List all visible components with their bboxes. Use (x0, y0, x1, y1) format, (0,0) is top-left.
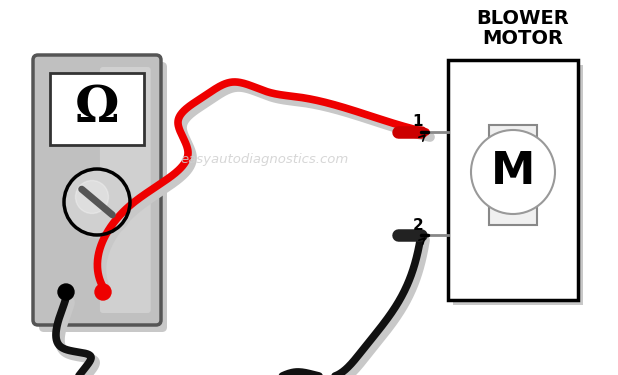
Bar (453, 65, 583, 305)
Text: easyautodiagnostics.com: easyautodiagnostics.com (181, 153, 349, 166)
Circle shape (67, 172, 133, 238)
Circle shape (75, 180, 109, 213)
Circle shape (471, 130, 555, 214)
Text: 2: 2 (413, 217, 423, 232)
Circle shape (58, 284, 74, 300)
Text: BLOWER: BLOWER (476, 9, 569, 27)
FancyBboxPatch shape (39, 62, 167, 332)
Bar (489, 125, 537, 225)
FancyBboxPatch shape (100, 67, 151, 313)
Text: MOTOR: MOTOR (483, 28, 564, 48)
Circle shape (95, 284, 111, 300)
Text: M: M (491, 150, 535, 194)
Bar (448, 60, 578, 300)
Text: 1: 1 (413, 114, 423, 129)
Text: Ω: Ω (75, 84, 119, 134)
FancyBboxPatch shape (33, 55, 161, 325)
Circle shape (64, 169, 130, 235)
Bar (50, 73, 144, 145)
